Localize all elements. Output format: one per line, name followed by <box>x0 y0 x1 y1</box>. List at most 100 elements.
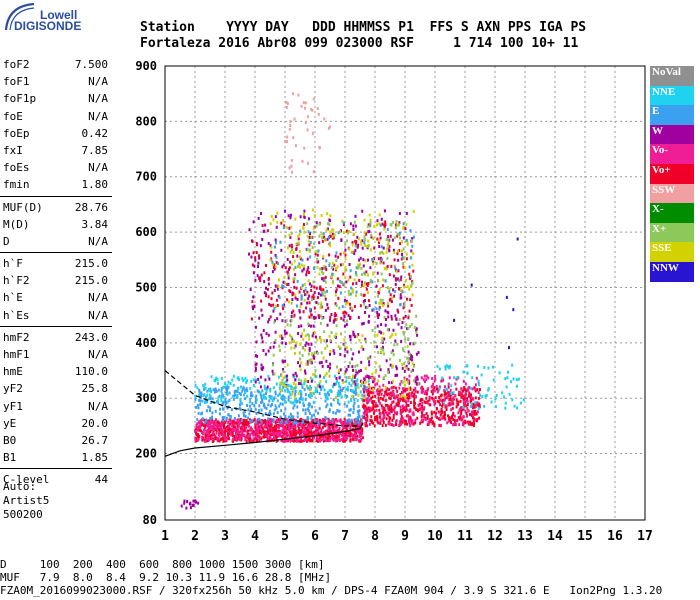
data-point <box>363 412 366 416</box>
data-point <box>443 411 446 415</box>
data-point <box>323 421 326 425</box>
data-point <box>302 401 305 405</box>
chart-points <box>180 92 525 510</box>
data-point <box>463 398 466 402</box>
data-point <box>320 303 323 307</box>
data-point <box>379 401 382 405</box>
data-point <box>220 432 223 436</box>
data-point <box>241 389 244 393</box>
data-point <box>391 332 394 336</box>
data-point <box>344 432 347 436</box>
data-point <box>280 388 283 392</box>
data-point <box>212 432 215 436</box>
data-point <box>246 379 249 383</box>
data-point <box>407 337 410 341</box>
data-point <box>443 385 446 389</box>
data-point <box>287 395 290 399</box>
data-point <box>464 392 467 396</box>
data-point <box>451 406 454 410</box>
data-point <box>344 253 347 257</box>
data-point <box>358 338 361 342</box>
data-point <box>239 385 242 389</box>
data-point <box>340 433 343 437</box>
data-point <box>367 273 370 277</box>
data-point <box>206 393 209 397</box>
data-point <box>380 245 383 249</box>
data-point <box>196 428 199 432</box>
data-point <box>318 439 321 443</box>
data-point <box>235 421 238 425</box>
y-tick-label: 300 <box>135 391 157 405</box>
data-point <box>411 362 414 366</box>
data-point <box>299 368 302 372</box>
data-point <box>297 420 300 424</box>
data-point <box>312 170 315 174</box>
data-point <box>237 434 240 438</box>
data-point <box>413 397 416 401</box>
data-point <box>260 211 263 215</box>
data-point <box>324 297 327 301</box>
data-point <box>467 409 470 413</box>
data-point <box>356 235 359 239</box>
data-point <box>462 407 465 411</box>
data-point <box>326 222 329 226</box>
data-point <box>294 378 297 382</box>
data-point <box>295 341 298 345</box>
data-point <box>364 375 367 379</box>
data-point <box>354 436 357 440</box>
data-point <box>232 437 235 441</box>
data-point <box>411 263 414 267</box>
data-point <box>214 409 217 413</box>
data-point <box>270 426 273 430</box>
data-point <box>394 283 397 287</box>
data-point <box>312 432 315 436</box>
data-point <box>244 414 247 418</box>
data-point <box>480 373 483 377</box>
data-point <box>183 499 186 503</box>
data-point <box>215 423 218 427</box>
data-point <box>365 421 368 425</box>
data-point <box>292 92 295 96</box>
data-point <box>407 356 410 360</box>
data-point <box>348 292 351 296</box>
data-point <box>382 416 385 420</box>
data-point <box>414 421 417 425</box>
data-point <box>326 421 329 425</box>
data-point <box>270 250 273 254</box>
data-point <box>286 298 289 302</box>
data-point <box>366 399 369 403</box>
param-value: 25.8 <box>81 382 109 396</box>
data-point <box>474 409 477 413</box>
data-point <box>260 308 263 312</box>
param-name: fmin <box>3 178 30 192</box>
data-point <box>347 400 350 404</box>
data-point <box>299 305 302 309</box>
data-point <box>216 420 219 424</box>
data-point <box>225 400 228 404</box>
data-point <box>338 436 341 440</box>
data-point <box>205 419 208 423</box>
data-point <box>326 391 329 395</box>
data-point <box>272 309 275 313</box>
data-point <box>281 304 284 308</box>
data-point <box>284 281 287 285</box>
data-point <box>284 426 287 430</box>
data-point <box>373 409 376 413</box>
data-point <box>333 382 336 386</box>
data-point <box>412 235 415 239</box>
data-point <box>396 373 399 377</box>
data-point <box>315 438 318 442</box>
data-point <box>243 420 246 424</box>
data-point <box>252 378 255 382</box>
data-point <box>289 416 292 420</box>
data-point <box>269 389 272 393</box>
data-point <box>396 252 399 256</box>
data-point <box>318 391 321 395</box>
data-point <box>292 255 295 259</box>
data-point <box>394 226 397 230</box>
x-tick-label: 9 <box>401 529 409 544</box>
data-point <box>331 235 334 239</box>
data-point <box>271 262 274 266</box>
data-point <box>303 106 306 110</box>
x-tick-label: 3 <box>221 529 229 544</box>
